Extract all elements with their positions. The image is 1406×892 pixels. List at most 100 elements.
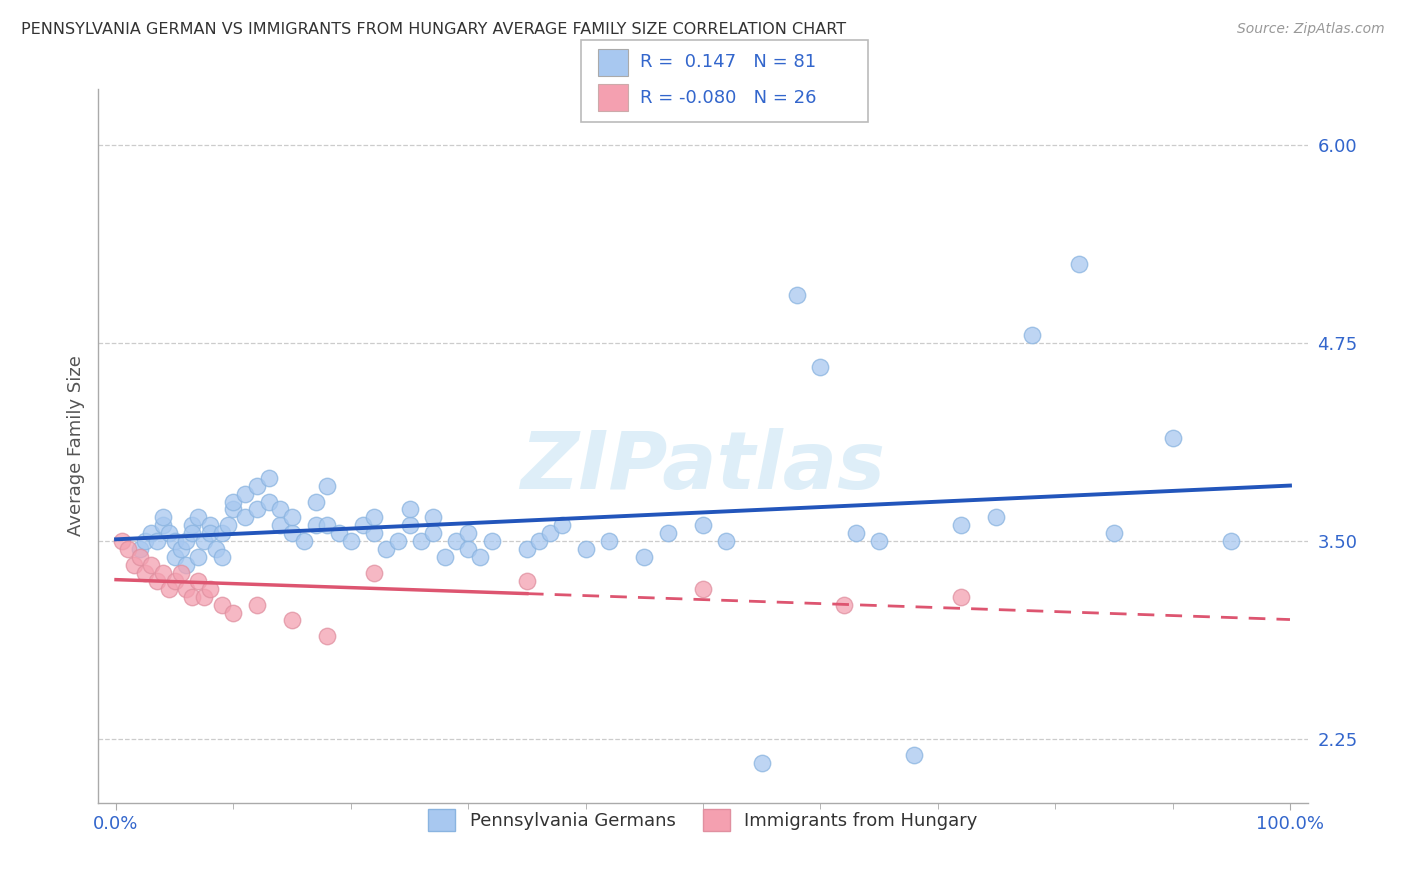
- Point: [316, 518, 339, 533]
- Point: [281, 510, 304, 524]
- Point: [257, 471, 280, 485]
- Point: [128, 542, 150, 557]
- Point: [134, 534, 156, 549]
- Point: [146, 574, 169, 588]
- Point: [152, 566, 174, 580]
- Point: [950, 518, 973, 533]
- Point: [163, 534, 186, 549]
- Point: [211, 549, 233, 564]
- Point: [411, 534, 433, 549]
- Point: [257, 494, 280, 508]
- Point: [193, 534, 215, 549]
- Point: [832, 598, 855, 612]
- Point: [868, 534, 890, 549]
- Point: [692, 582, 714, 596]
- Point: [128, 549, 150, 564]
- Point: [152, 518, 174, 533]
- Point: [457, 526, 479, 541]
- Point: [198, 582, 221, 596]
- Point: [111, 534, 134, 549]
- Point: [181, 518, 204, 533]
- Point: [169, 566, 191, 580]
- Point: [433, 549, 456, 564]
- Point: [281, 526, 304, 541]
- Point: [328, 526, 350, 541]
- Point: [146, 534, 169, 549]
- Point: [468, 549, 491, 564]
- Point: [633, 549, 655, 564]
- Point: [422, 526, 444, 541]
- Point: [598, 534, 620, 549]
- Point: [193, 590, 215, 604]
- Point: [169, 542, 191, 557]
- Point: [176, 534, 198, 549]
- Point: [269, 518, 291, 533]
- Point: [516, 542, 538, 557]
- Point: [246, 478, 269, 492]
- Point: [222, 502, 245, 516]
- Point: [363, 510, 385, 524]
- Point: [1102, 526, 1125, 541]
- Point: [340, 534, 363, 549]
- Point: [446, 534, 468, 549]
- Point: [117, 542, 139, 557]
- Point: [157, 526, 180, 541]
- Text: PENNSYLVANIA GERMAN VS IMMIGRANTS FROM HUNGARY AVERAGE FAMILY SIZE CORRELATION C: PENNSYLVANIA GERMAN VS IMMIGRANTS FROM H…: [21, 22, 846, 37]
- Point: [217, 518, 239, 533]
- Point: [222, 494, 245, 508]
- Point: [657, 526, 679, 541]
- Point: [281, 614, 304, 628]
- Point: [387, 534, 409, 549]
- Point: [422, 510, 444, 524]
- Point: [122, 558, 145, 572]
- Point: [457, 542, 479, 557]
- Point: [1161, 431, 1184, 445]
- Point: [233, 510, 256, 524]
- Point: [575, 542, 598, 557]
- Point: [292, 534, 315, 549]
- Point: [233, 486, 256, 500]
- Point: [1067, 257, 1090, 271]
- Point: [141, 526, 163, 541]
- Point: [211, 526, 233, 541]
- Point: [157, 582, 180, 596]
- Point: [181, 526, 204, 541]
- Point: [986, 510, 1008, 524]
- Point: [176, 558, 198, 572]
- Point: [481, 534, 503, 549]
- Text: ZIPatlas: ZIPatlas: [520, 428, 886, 507]
- Point: [845, 526, 868, 541]
- Point: [304, 518, 326, 533]
- Point: [903, 748, 925, 763]
- Point: [751, 756, 773, 771]
- Text: R =  0.147   N = 81: R = 0.147 N = 81: [640, 54, 815, 71]
- Point: [316, 629, 339, 643]
- Point: [527, 534, 550, 549]
- Point: [141, 558, 163, 572]
- Point: [187, 510, 209, 524]
- Point: [304, 494, 326, 508]
- Point: [163, 574, 186, 588]
- Point: [269, 502, 291, 516]
- Point: [222, 606, 245, 620]
- Point: [187, 574, 209, 588]
- Point: [316, 478, 339, 492]
- Text: Source: ZipAtlas.com: Source: ZipAtlas.com: [1237, 22, 1385, 37]
- Point: [363, 526, 385, 541]
- Point: [204, 542, 226, 557]
- Point: [246, 502, 269, 516]
- Point: [716, 534, 738, 549]
- Point: [808, 359, 831, 374]
- Point: [176, 582, 198, 596]
- Point: [352, 518, 374, 533]
- Point: [538, 526, 561, 541]
- Text: R = -0.080   N = 26: R = -0.080 N = 26: [640, 88, 817, 107]
- Point: [181, 590, 204, 604]
- Point: [398, 502, 420, 516]
- Point: [1220, 534, 1243, 549]
- Point: [187, 549, 209, 564]
- Point: [516, 574, 538, 588]
- Point: [246, 598, 269, 612]
- Point: [363, 566, 385, 580]
- Y-axis label: Average Family Size: Average Family Size: [66, 356, 84, 536]
